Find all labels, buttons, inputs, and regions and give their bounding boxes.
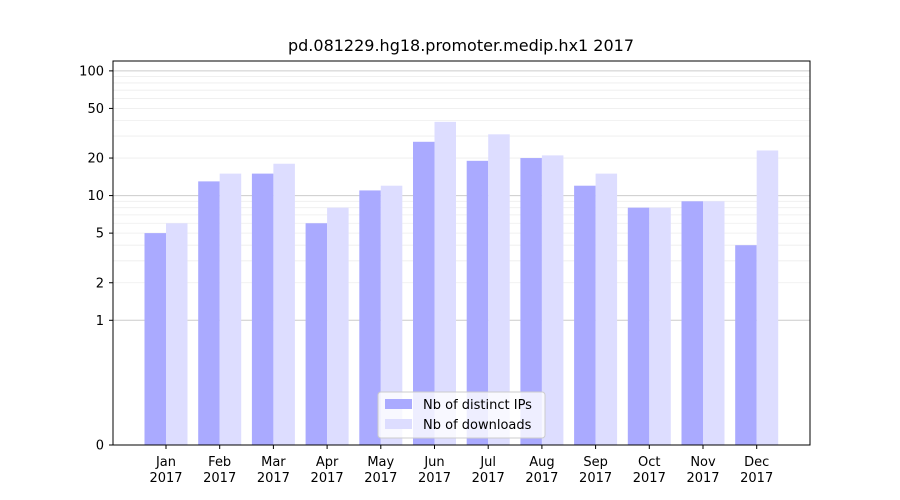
- y-tick-label: 20: [87, 152, 104, 167]
- bar: [488, 134, 510, 445]
- y-tick-label: 100: [79, 64, 104, 79]
- x-tick-label: Mar 2017: [257, 455, 290, 486]
- bar: [166, 223, 188, 445]
- y-axis: 0 1 2 5 10 20 50 100: [79, 64, 113, 454]
- x-tick-label: Jan 2017: [149, 455, 182, 486]
- y-tick-label: 0: [96, 439, 104, 454]
- bar: [574, 185, 596, 445]
- bar: [520, 158, 542, 445]
- y-tick-label: 10: [87, 189, 104, 204]
- chart-title: pd.081229.hg18.promoter.medip.hx1 2017: [288, 36, 634, 55]
- legend-swatch: [385, 399, 412, 409]
- bar: [327, 207, 349, 445]
- bar: [413, 141, 435, 445]
- x-tick-label: Feb 2017: [203, 455, 236, 486]
- x-tick-label: Apr 2017: [311, 455, 344, 486]
- x-tick-label: Aug 2017: [525, 455, 558, 486]
- y-tick-label: 50: [87, 102, 104, 117]
- bar: [466, 160, 489, 445]
- bar: [144, 233, 166, 445]
- bar: [681, 201, 703, 445]
- legend: Nb of distinct IPs Nb of downloads: [377, 391, 546, 439]
- legend-box: [377, 391, 546, 439]
- bar: [756, 150, 779, 445]
- bar: [703, 201, 725, 445]
- bar: [541, 155, 564, 445]
- x-tick-label: Nov 2017: [686, 455, 719, 486]
- x-tick-label: Jun 2017: [418, 455, 451, 486]
- bars: [144, 121, 779, 445]
- bar: [305, 223, 328, 445]
- bar: [359, 190, 381, 445]
- bar: [273, 163, 295, 445]
- x-tick-label: Jul 2017: [472, 455, 505, 486]
- legend-label: Nb of downloads: [423, 418, 532, 433]
- x-tick-label: Oct 2017: [633, 455, 666, 486]
- plot-frame: [112, 60, 811, 446]
- x-tick-label: Dec 2017: [740, 455, 773, 486]
- x-axis: Jan 2017 Feb 2017 Mar 2017 Apr 2017 May 2017 Jun 20…: [149, 445, 773, 486]
- bar: [251, 173, 274, 445]
- y-tick-label: 5: [96, 227, 104, 242]
- legend-swatch: [385, 419, 412, 429]
- bar: [434, 121, 456, 445]
- legend-label: Nb of distinct IPs: [423, 398, 532, 413]
- bar: [649, 207, 671, 445]
- bar: [735, 245, 757, 445]
- bar: [198, 181, 220, 445]
- x-tick-label: May 2017: [364, 455, 397, 486]
- bar: [595, 173, 618, 445]
- bar: [219, 173, 242, 445]
- bar: [627, 207, 650, 445]
- x-tick-label: Sep 2017: [579, 455, 612, 486]
- y-tick-label: 1: [96, 314, 104, 329]
- bar: [380, 185, 403, 445]
- y-tick-label: 2: [96, 276, 104, 291]
